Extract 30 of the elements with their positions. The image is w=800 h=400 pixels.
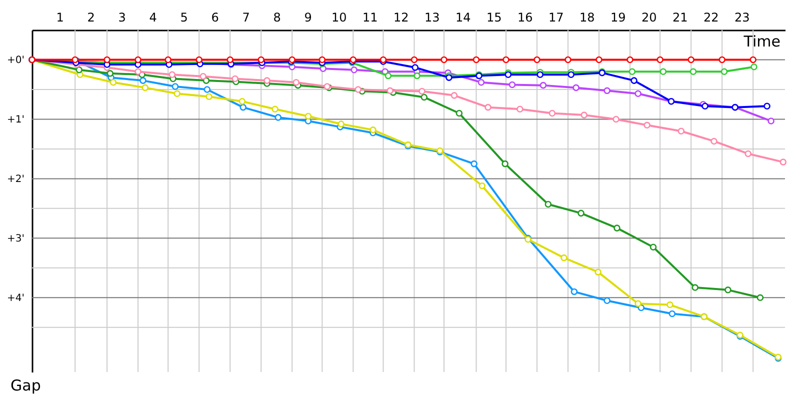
- x-tick-label: 17: [548, 10, 564, 24]
- x-tick-label: 7: [242, 10, 250, 24]
- x-tick-label: 23: [734, 10, 750, 24]
- x-tick-label: 10: [331, 10, 347, 24]
- x-tick-label: 12: [393, 10, 409, 24]
- x-tick-label: 18: [579, 10, 595, 24]
- x-tick-label: 14: [455, 10, 471, 24]
- x-axis-title: Time: [742, 32, 780, 50]
- y-tick-label: +0': [7, 55, 24, 66]
- y-tick-label: +4': [7, 293, 24, 304]
- x-tick-label: 20: [641, 10, 657, 24]
- x-tick-label: 16: [517, 10, 533, 24]
- x-tick-label: 9: [304, 10, 312, 24]
- x-tick-label: 4: [149, 10, 157, 24]
- x-tick-label: 13: [424, 10, 440, 24]
- x-tick-label: 19: [610, 10, 626, 24]
- x-tick-label: 22: [703, 10, 719, 24]
- x-tick-label: 11: [362, 10, 378, 24]
- x-tick-label: 1: [56, 10, 64, 24]
- y-tick-label: +1': [7, 114, 24, 126]
- x-tick-label: 21: [672, 10, 688, 24]
- x-tick-label: 5: [180, 10, 188, 24]
- x-tick-label: 15: [486, 10, 502, 24]
- y-tick-label: +2': [7, 174, 24, 186]
- x-tick-label: 8: [273, 10, 281, 24]
- x-tick-label: 3: [118, 10, 126, 24]
- y-axis-title: Gap: [10, 376, 41, 394]
- y-tick-label: +3': [7, 234, 24, 245]
- x-tick-label: 6: [211, 10, 219, 24]
- x-tick-label: 2: [87, 10, 95, 24]
